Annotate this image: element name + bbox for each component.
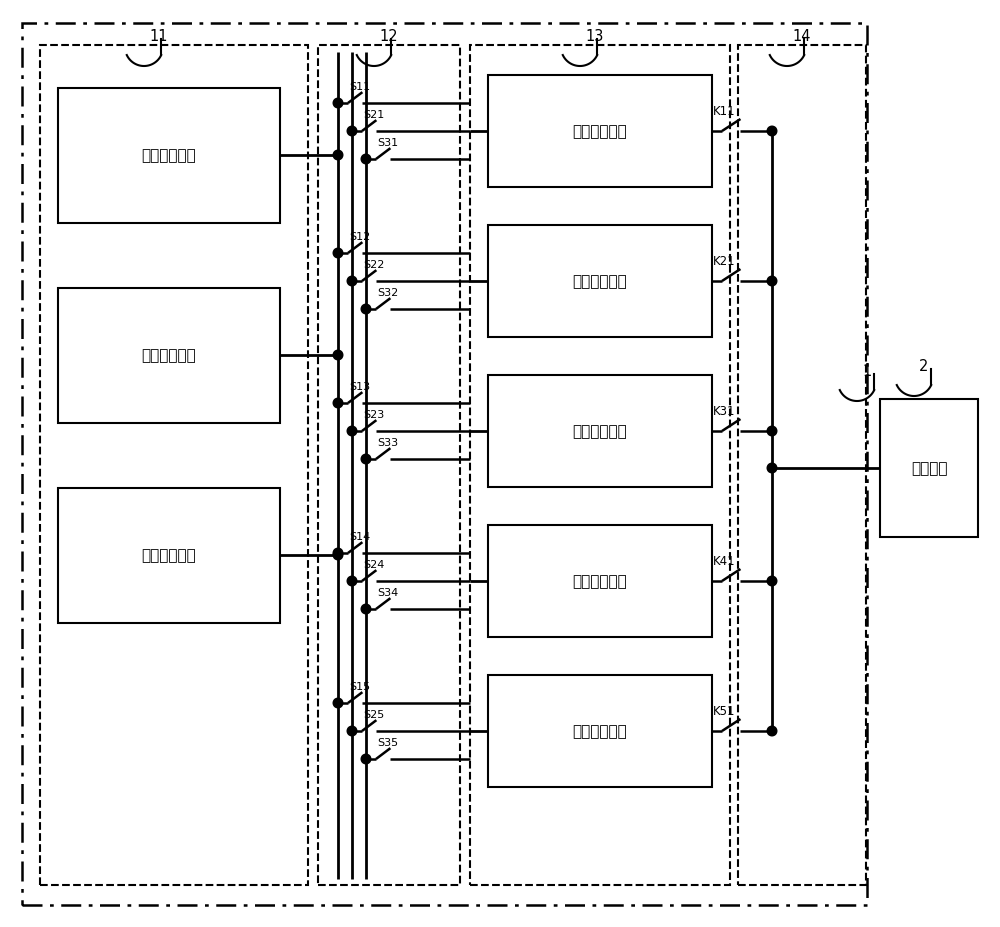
Text: S15: S15 (349, 681, 370, 692)
Text: 第四储电单元: 第四储电单元 (573, 574, 627, 589)
Text: S11: S11 (349, 83, 370, 92)
Text: 第五储电单元: 第五储电单元 (573, 724, 627, 739)
Circle shape (347, 727, 357, 736)
Text: S14: S14 (349, 531, 370, 541)
Text: 14: 14 (792, 29, 810, 44)
Circle shape (361, 455, 371, 464)
Text: 第三发电单元: 第三发电单元 (142, 548, 196, 563)
Circle shape (333, 249, 343, 259)
Text: 车载设备: 车载设备 (911, 461, 947, 476)
Bar (58, 88, 280, 223)
Bar (40, 46, 308, 885)
Text: K31: K31 (713, 404, 736, 417)
Bar (318, 46, 460, 885)
Text: 第二发电单元: 第二发电单元 (142, 349, 196, 363)
Circle shape (767, 464, 777, 474)
Circle shape (361, 755, 371, 764)
Bar (738, 46, 866, 885)
Text: K21: K21 (713, 255, 736, 268)
Text: S31: S31 (377, 138, 398, 148)
Text: S13: S13 (349, 382, 370, 392)
Text: S33: S33 (377, 438, 398, 448)
Bar (880, 400, 978, 538)
Text: S22: S22 (363, 260, 384, 270)
Text: 11: 11 (149, 29, 168, 44)
Text: 第二储电单元: 第二储电单元 (573, 274, 627, 289)
Circle shape (333, 99, 343, 108)
Text: K11: K11 (713, 105, 736, 118)
Text: 1: 1 (862, 363, 871, 378)
Circle shape (347, 277, 357, 286)
Circle shape (767, 426, 777, 437)
Circle shape (347, 127, 357, 136)
Text: K41: K41 (713, 554, 736, 567)
Bar (488, 76, 712, 188)
Text: 2: 2 (919, 359, 928, 374)
Text: S32: S32 (377, 288, 398, 298)
Text: S24: S24 (363, 560, 384, 569)
Bar (58, 488, 280, 623)
Text: S21: S21 (363, 110, 384, 120)
Text: 13: 13 (585, 29, 603, 44)
Text: 第一储电单元: 第一储电单元 (573, 124, 627, 139)
Bar (488, 526, 712, 638)
Circle shape (361, 604, 371, 614)
Text: S35: S35 (377, 737, 398, 747)
Circle shape (347, 577, 357, 586)
Bar (58, 288, 280, 423)
Circle shape (333, 549, 343, 558)
Circle shape (361, 305, 371, 314)
Circle shape (333, 399, 343, 409)
Bar (488, 226, 712, 337)
Text: 12: 12 (379, 29, 398, 44)
Text: S34: S34 (377, 588, 398, 598)
Text: 第三储电单元: 第三储电单元 (573, 424, 627, 439)
Text: 第一发电单元: 第一发电单元 (142, 148, 196, 163)
Bar (22, 24, 867, 905)
Text: K51: K51 (713, 705, 736, 717)
Bar (488, 675, 712, 787)
Circle shape (333, 151, 343, 160)
Circle shape (347, 426, 357, 437)
Text: S25: S25 (363, 709, 384, 719)
Text: S23: S23 (363, 410, 384, 420)
Text: S12: S12 (349, 232, 370, 242)
Bar (488, 375, 712, 488)
Bar (470, 46, 730, 885)
Circle shape (333, 350, 343, 361)
Circle shape (767, 127, 777, 136)
Circle shape (767, 577, 777, 586)
Circle shape (361, 155, 371, 165)
Circle shape (767, 277, 777, 286)
Circle shape (333, 551, 343, 560)
Circle shape (767, 727, 777, 736)
Circle shape (333, 698, 343, 708)
